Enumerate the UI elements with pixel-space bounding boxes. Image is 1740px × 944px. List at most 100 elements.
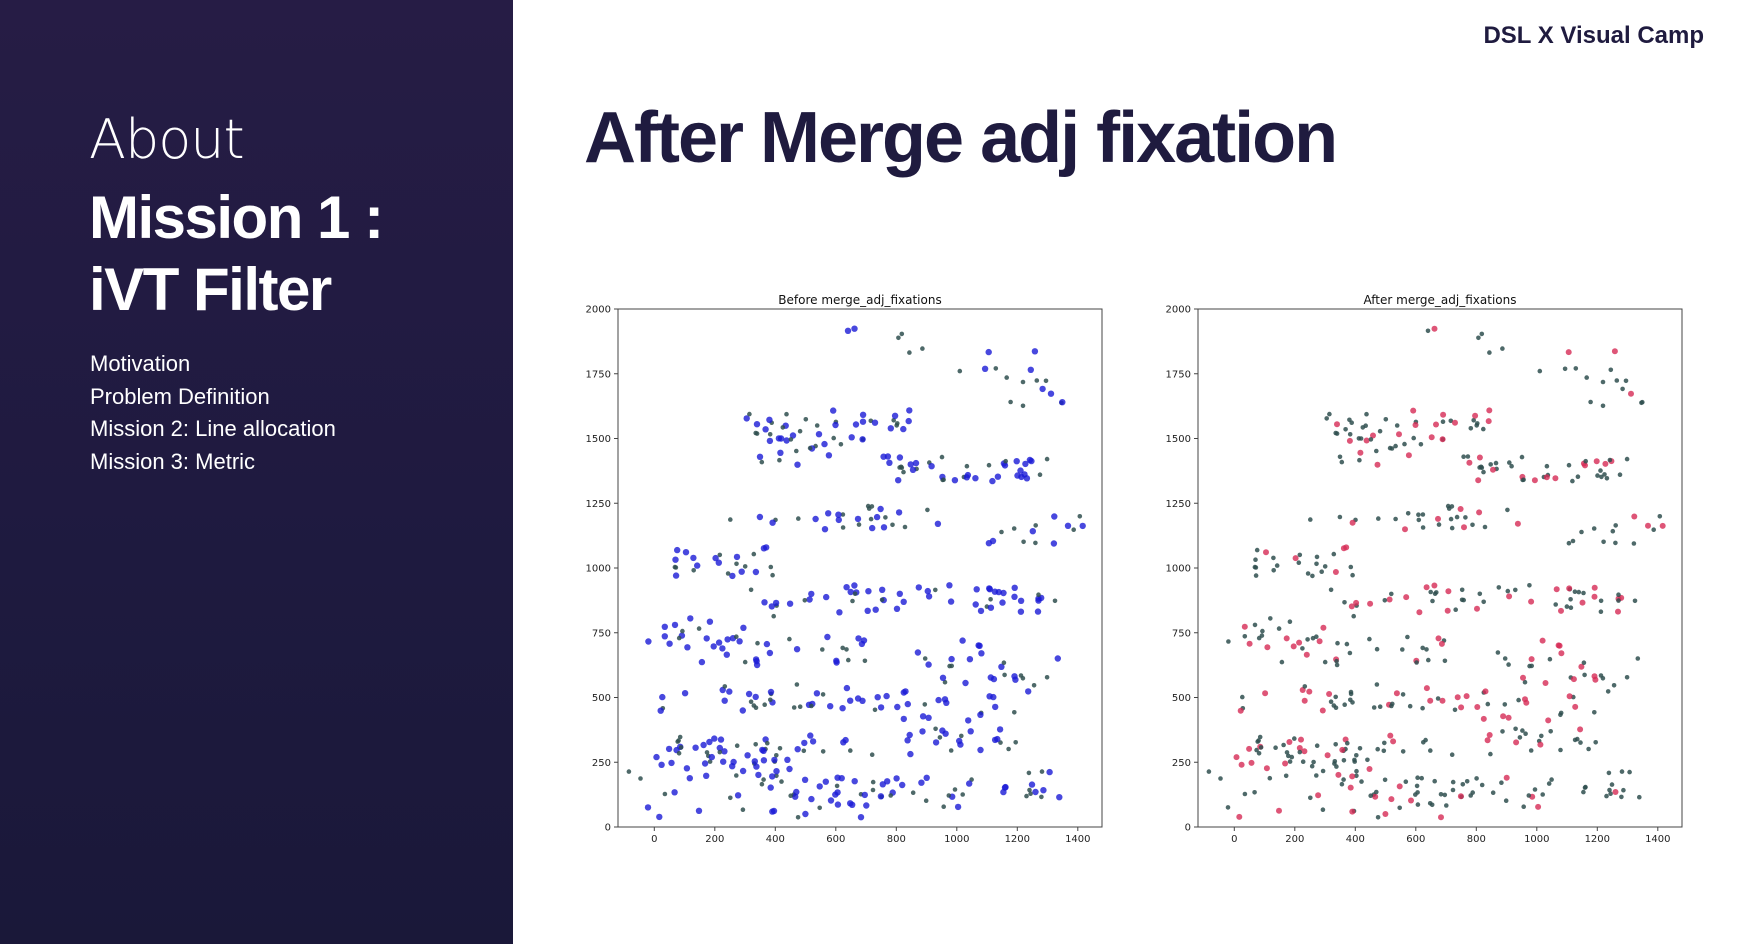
sidebar-item-motivation[interactable]: Motivation (90, 351, 191, 376)
gaze-point (1564, 604, 1570, 609)
fixation-point (1591, 593, 1598, 600)
gaze-point (1420, 512, 1426, 517)
fixation-point (644, 804, 652, 811)
y-tick-label: 250 (592, 758, 611, 769)
fixation-point (934, 520, 942, 527)
gaze-point (834, 783, 840, 789)
fixation-point (684, 644, 691, 651)
fixation-point (1572, 703, 1579, 710)
gaze-point (852, 591, 858, 596)
fixation-point (752, 693, 759, 701)
fixation-point (904, 737, 911, 744)
fixation-point (1296, 745, 1303, 751)
fixation-point (1386, 596, 1393, 603)
fixation-point (923, 774, 930, 781)
fixation-point (873, 513, 881, 521)
fixation-point (1457, 506, 1464, 512)
fixation-point (1474, 605, 1480, 612)
gaze-point (1289, 754, 1295, 760)
fixation-point (687, 615, 694, 622)
fixation-point (1602, 460, 1609, 467)
fixation-point (977, 607, 985, 615)
gaze-point (1592, 710, 1597, 715)
fixation-point (801, 739, 808, 747)
fixation-point (859, 436, 866, 443)
gaze-point (1218, 776, 1223, 781)
plot-frame (617, 308, 1103, 828)
gaze-point (1334, 662, 1340, 668)
gaze-point (734, 773, 739, 778)
fixation-point (1034, 608, 1042, 615)
gaze-point (1341, 777, 1346, 782)
sidebar-title-line-2: iVT Filter (89, 256, 332, 323)
gaze-point (1400, 749, 1406, 754)
fixation-point (1026, 456, 1034, 464)
gaze-point (742, 564, 748, 569)
sidebar-item-problem-definition[interactable]: Problem Definition (90, 383, 270, 409)
fixation-point (914, 649, 922, 656)
fixation-point (1475, 477, 1482, 484)
fixation-point (883, 692, 890, 700)
gaze-point (803, 417, 809, 422)
fixation-point (1238, 761, 1245, 768)
gaze-point (1333, 430, 1338, 436)
gaze-point (1273, 745, 1278, 750)
scatter-svg: Before merge_adj_fixations 0 200 400 600 800 1… (586, 293, 1103, 845)
fixation-point (1454, 694, 1461, 701)
fixation-point (893, 605, 901, 612)
sidebar-item-mission-2[interactable]: Mission 2: Line allocation (90, 416, 336, 441)
fixation-point (990, 675, 998, 683)
scatter-plot-before: Before merge_adj_fixations 0 200 400 600 800 1… (563, 287, 1123, 857)
fixation-point (813, 690, 821, 697)
fixation-point (1570, 676, 1577, 683)
gaze-point (1271, 555, 1276, 561)
gaze-point (1322, 564, 1328, 569)
fixation-point (1393, 690, 1400, 697)
fixation-point (1476, 454, 1483, 461)
fixation-point (1558, 650, 1565, 657)
fixation-point (769, 773, 776, 780)
fixation-point (821, 440, 828, 448)
gaze-point (1416, 517, 1422, 523)
gaze-point (894, 423, 899, 428)
fixation-point (708, 753, 715, 761)
gaze-point (1357, 457, 1362, 463)
fixation-point (1349, 808, 1356, 815)
fixation-point (674, 546, 681, 554)
fixation-point (1506, 593, 1513, 600)
gaze-point (1616, 598, 1621, 603)
fixation-point (847, 800, 854, 807)
fixation-point (907, 750, 914, 758)
fixation-point (963, 474, 970, 481)
gaze-point (1478, 464, 1484, 470)
gaze-point (1254, 747, 1259, 753)
gaze-point (777, 457, 782, 463)
gaze-point (1506, 662, 1511, 667)
fixation-point (1301, 697, 1308, 704)
gaze-point (1281, 742, 1286, 748)
fixation-point (773, 768, 780, 775)
gaze-point (1513, 726, 1518, 732)
fixation-point (858, 640, 866, 648)
x-tick-label: 1400 (1065, 834, 1090, 845)
sidebar-section-title: Mission 1 : iVT Filter (89, 182, 384, 326)
sidebar-item-mission-3[interactable]: Mission 3: Metric (90, 448, 256, 474)
fixation-point (854, 695, 862, 702)
gaze-point (1311, 759, 1316, 765)
x-tick-label: 200 (1285, 834, 1304, 845)
x-tick-label: 1000 (1524, 834, 1549, 845)
gaze-point (1271, 568, 1276, 573)
fixation-point (1612, 789, 1619, 795)
gaze-point (751, 703, 757, 708)
gaze-point (1359, 779, 1364, 784)
gaze-point (986, 462, 992, 468)
gaze-point (1614, 378, 1620, 383)
fixation-point (1484, 737, 1491, 744)
fixation-point (1539, 637, 1546, 644)
fixation-point (947, 598, 955, 605)
gaze-point (1435, 696, 1441, 701)
gaze-point (676, 738, 681, 743)
fixation-point (1466, 459, 1473, 466)
gaze-point (1357, 746, 1363, 751)
y-tick-label: 750 (592, 628, 611, 639)
